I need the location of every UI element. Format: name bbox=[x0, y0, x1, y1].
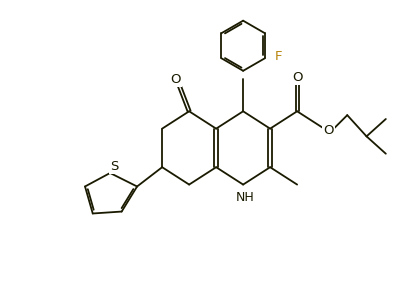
Text: O: O bbox=[292, 71, 302, 84]
Text: O: O bbox=[171, 73, 181, 86]
Text: O: O bbox=[323, 124, 334, 137]
Text: NH: NH bbox=[236, 191, 254, 204]
Text: F: F bbox=[275, 50, 282, 63]
Text: S: S bbox=[110, 159, 118, 173]
